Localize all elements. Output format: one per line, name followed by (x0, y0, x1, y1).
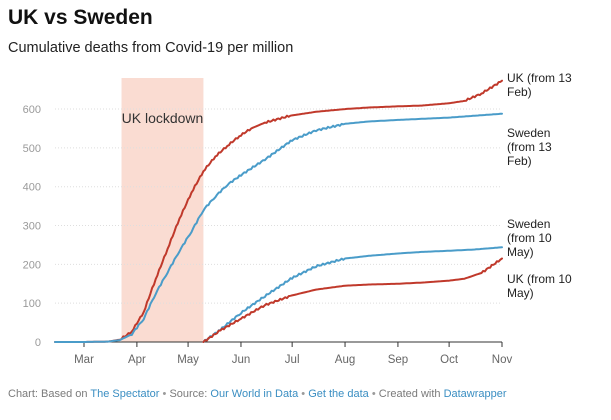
owid-link[interactable]: Our World in Data (210, 388, 299, 400)
x-tick-label: Apr (128, 354, 146, 366)
series-line (54, 79, 503, 343)
y-tick-label: 600 (23, 104, 41, 116)
x-tick-label: Aug (335, 354, 355, 366)
series-end-label: Sweden (507, 217, 550, 231)
created-label: Created with (378, 388, 444, 400)
series-end-label: May) (507, 245, 534, 259)
series-end-label: (from 10 (507, 231, 552, 245)
footer-separator: • (301, 388, 306, 400)
y-tick-label: 300 (23, 221, 41, 233)
x-axis-ticks: Mar Apr May Jun Jul Aug Sep Oct Nov (74, 342, 512, 366)
x-tick-label: Mar (74, 354, 94, 366)
footer-separator: • (371, 388, 376, 400)
get-data-link[interactable]: Get the data (308, 388, 369, 400)
series-end-label: May) (507, 286, 534, 300)
gridlines (55, 108, 502, 304)
series-lines (54, 79, 503, 343)
y-axis-ticks: 0 100 200 300 400 500 600 (23, 104, 41, 349)
y-tick-label: 200 (23, 259, 41, 271)
source-label: Source: (169, 388, 211, 400)
series-end-label: UK (from 13 (507, 71, 572, 85)
x-tick-label: Sep (388, 354, 408, 366)
chart-footer: Chart: Based on The Spectator • Source: … (8, 388, 507, 400)
series-line (202, 246, 503, 343)
x-tick-label: Jul (285, 354, 300, 366)
lockdown-shaded-band (121, 78, 204, 342)
lockdown-label: UK lockdown (122, 110, 204, 126)
series-end-label: (from 13 (507, 140, 552, 154)
x-tick-label: Jun (232, 354, 251, 366)
series-end-label: Feb) (507, 85, 532, 99)
series-line (54, 112, 503, 343)
x-tick-label: Oct (440, 354, 459, 366)
series-end-label: UK (from 10 (507, 272, 572, 286)
y-tick-label: 0 (35, 337, 41, 349)
chart-title: UK vs Sweden (8, 6, 153, 29)
x-tick-label: May (177, 354, 199, 366)
x-tick-label: Nov (492, 354, 513, 366)
series-end-label: Feb) (507, 154, 532, 168)
y-tick-label: 100 (23, 298, 41, 310)
y-tick-label: 400 (23, 182, 41, 194)
footer-prefix: Chart: Based on (8, 388, 91, 400)
chart-subtitle: Cumulative deaths from Covid-19 per mill… (8, 40, 294, 56)
footer-separator: • (162, 388, 167, 400)
datawrapper-link[interactable]: Datawrapper (443, 388, 507, 400)
series-line (202, 257, 503, 343)
spectator-link[interactable]: The Spectator (90, 388, 160, 400)
series-end-label: Sweden (507, 126, 550, 140)
y-tick-label: 500 (23, 143, 41, 155)
